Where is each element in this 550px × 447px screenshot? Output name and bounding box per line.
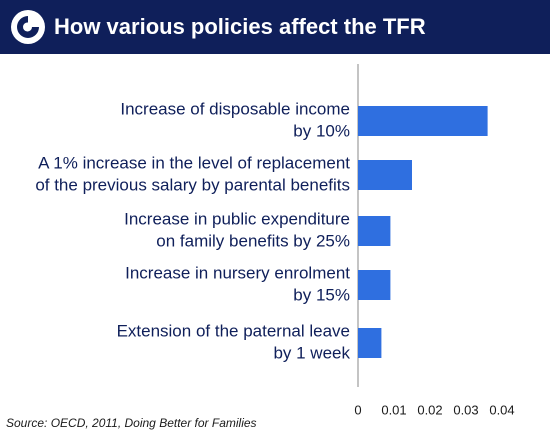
category-label-4-line-1: Increase in nursery enrolment: [125, 263, 350, 282]
bar-4: [358, 270, 391, 300]
source-note: Source: OECD, 2011, Doing Better for Fam…: [6, 416, 257, 430]
header-bar: How various policies affect the TFR: [0, 0, 550, 54]
category-label-4-line-2: by 15%: [293, 285, 350, 304]
bar-chart: Increase of disposable income by 10% A 1% …: [35, 64, 515, 417]
category-label-1-line-2: by 10%: [293, 121, 350, 140]
x-tick-label-4: 0.03: [453, 402, 478, 417]
circular-arrow-logo-icon: [11, 10, 45, 44]
category-label-1-line-1: Increase of disposable income: [120, 99, 350, 118]
x-tick-label-3: 0.02: [417, 402, 442, 417]
category-label-5-line-2: by 1 week: [273, 343, 350, 362]
category-label-3-line-2: on family benefits by 25%: [156, 231, 350, 250]
bar-1: [358, 106, 488, 136]
bar-2: [358, 160, 412, 190]
x-tick-label-5: 0.04: [489, 402, 514, 417]
chart-title: How various policies affect the TFR: [54, 14, 426, 39]
category-label-2-line-2: of the previous salary by parental benef…: [35, 175, 350, 194]
x-tick-label-1: 0: [354, 402, 361, 417]
category-label-3-line-1: Increase in public expenditure: [124, 209, 350, 228]
x-tick-label-2: 0.01: [381, 402, 406, 417]
bar-5: [358, 328, 382, 358]
bar-3: [358, 216, 391, 246]
category-label-5-line-1: Extension of the paternal leave: [117, 321, 350, 340]
category-label-2-line-1: A 1% increase in the level of replacemen…: [38, 153, 350, 172]
